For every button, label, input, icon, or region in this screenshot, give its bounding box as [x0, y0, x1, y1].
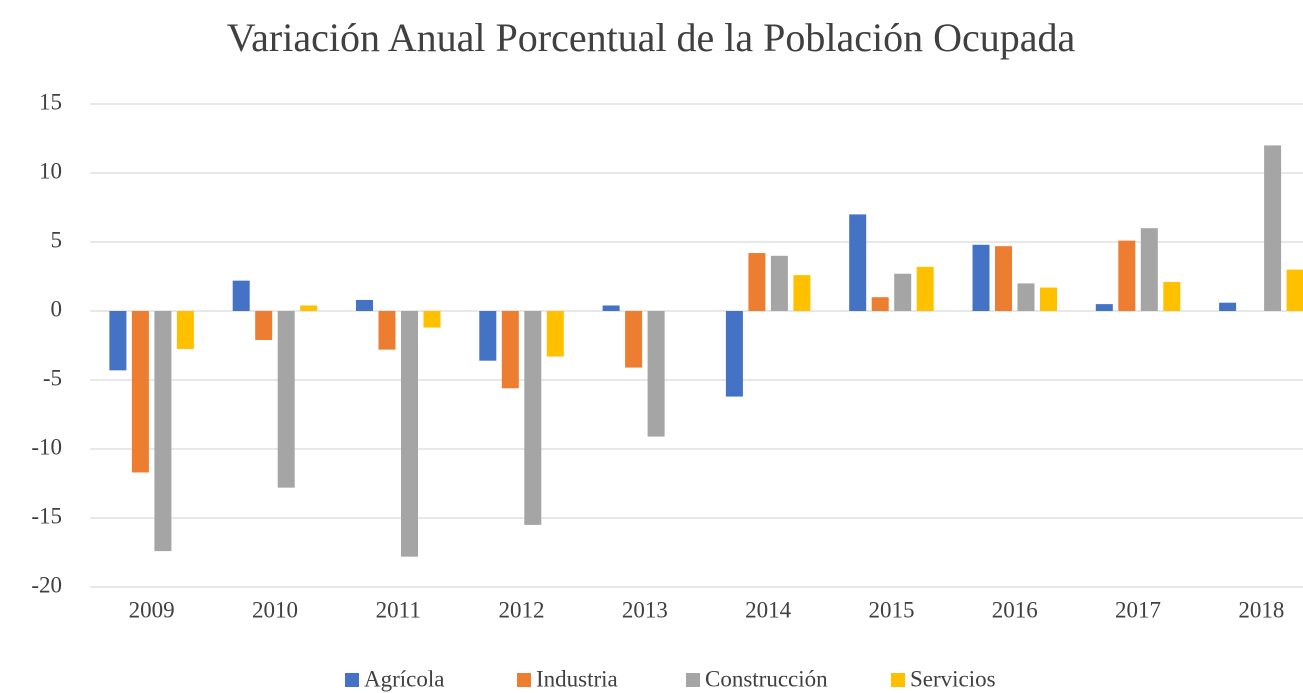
- bar: [232, 280, 250, 311]
- chart-title: Variación Anual Porcentual de la Poblaci…: [227, 15, 1076, 60]
- bar: [154, 311, 172, 552]
- bar: [995, 246, 1012, 311]
- x-tick-label: 2016: [992, 597, 1038, 622]
- bar: [131, 311, 149, 473]
- x-tick-label: 2010: [252, 597, 298, 622]
- bar: [1095, 304, 1113, 311]
- bar: [1163, 282, 1181, 311]
- y-tick-label: 15: [39, 89, 62, 114]
- legend-label: Agrícola: [364, 666, 444, 691]
- x-tick-label: 2018: [1238, 597, 1284, 622]
- bar: [871, 297, 889, 311]
- y-tick-label: 5: [51, 227, 63, 252]
- y-tick-label: -10: [31, 434, 62, 459]
- bar: [972, 244, 990, 311]
- legend-label: Servicios: [910, 666, 996, 691]
- bar: [524, 311, 542, 525]
- bar: [255, 311, 273, 340]
- y-tick-label: -5: [43, 365, 62, 390]
- x-tick-label: 2017: [1115, 597, 1161, 622]
- bar: [546, 311, 564, 357]
- x-tick-label: 2013: [622, 597, 668, 622]
- bar: [1140, 228, 1158, 311]
- legend-swatch: [891, 673, 905, 687]
- bar: [356, 299, 373, 311]
- bar: [849, 214, 867, 311]
- y-tick-label: 0: [51, 296, 63, 321]
- legend-swatch: [517, 673, 531, 687]
- y-tick-label: -15: [31, 503, 62, 528]
- bar: [501, 311, 519, 389]
- x-tick-label: 2014: [745, 597, 792, 622]
- bar: [748, 253, 766, 311]
- bar: [770, 255, 788, 311]
- bar: [401, 311, 418, 557]
- bar: [1264, 145, 1282, 311]
- bar: [1040, 287, 1057, 311]
- bar: [894, 273, 912, 311]
- bar: [725, 311, 743, 397]
- bar: [423, 311, 441, 328]
- legend-swatch: [345, 673, 359, 687]
- bar: [625, 311, 643, 368]
- bar: [1286, 269, 1303, 311]
- bar: [793, 275, 811, 311]
- x-tick-label: 2012: [499, 597, 545, 622]
- bar: [109, 311, 127, 371]
- bar: [916, 266, 934, 311]
- x-tick-label: 2015: [868, 597, 914, 622]
- bar: [277, 311, 295, 488]
- bar: [647, 311, 665, 437]
- x-tick-label: 2011: [376, 597, 421, 622]
- bar: [1219, 302, 1237, 311]
- y-tick-label: 10: [39, 158, 62, 183]
- y-tick-label: -20: [31, 572, 62, 597]
- bar: [1118, 240, 1136, 311]
- bar: [479, 311, 497, 361]
- bar: [176, 311, 194, 349]
- bar: [300, 305, 318, 311]
- legend-swatch: [686, 673, 700, 687]
- legend-label: Industria: [536, 666, 618, 691]
- bar: [378, 311, 396, 350]
- bar: [602, 305, 620, 311]
- legend-label: Construcción: [705, 666, 828, 691]
- x-tick-label: 2009: [129, 597, 175, 622]
- bar: [1017, 283, 1035, 311]
